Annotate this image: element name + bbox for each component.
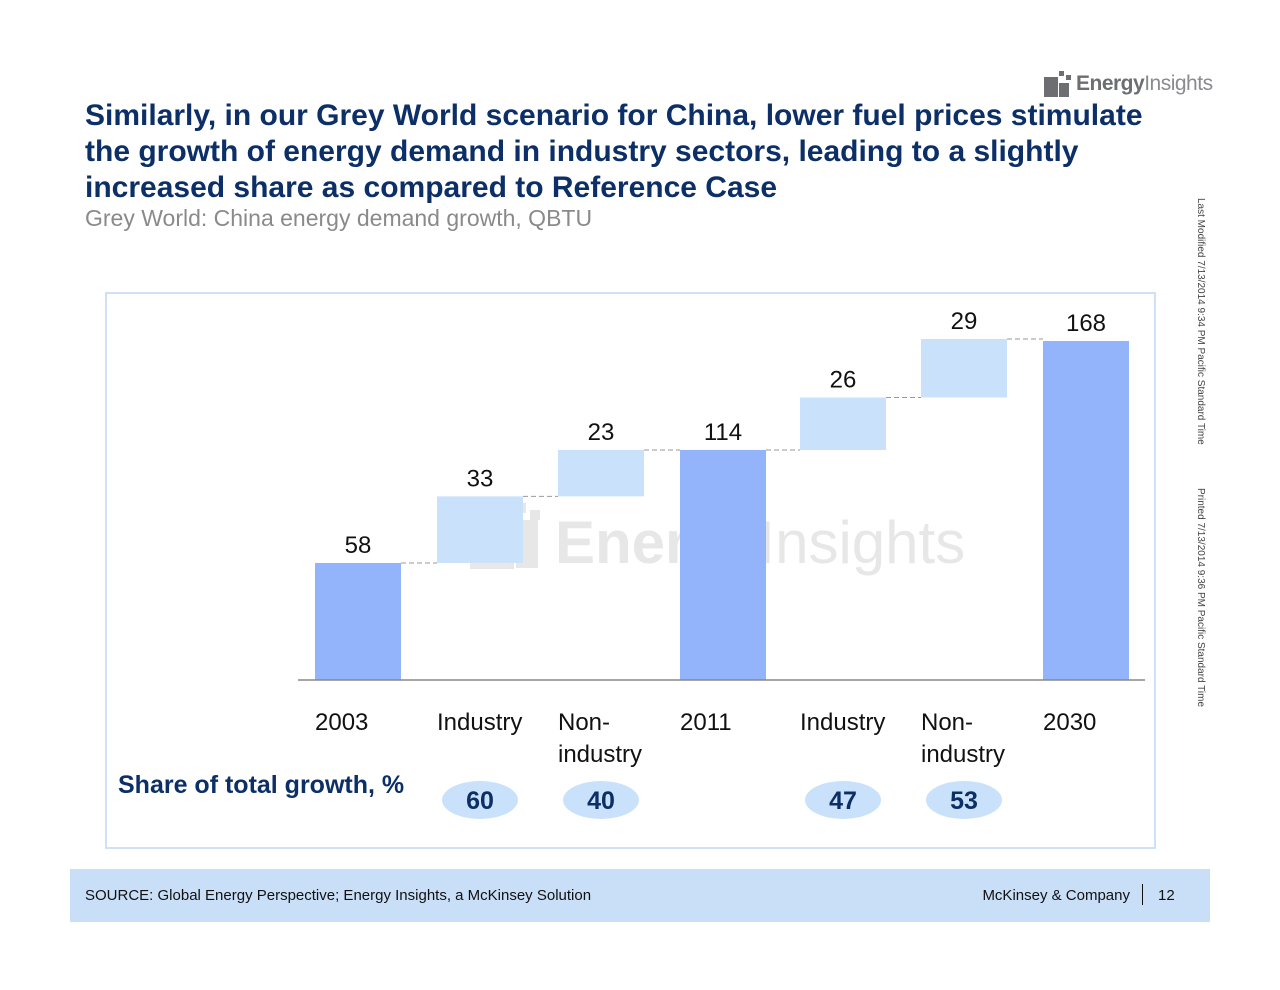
category-label: industry <box>558 741 642 768</box>
page-title: Similarly, in our Grey World scenario fo… <box>85 99 1143 204</box>
total-bar <box>1043 341 1129 680</box>
share-value: 53 <box>950 787 978 815</box>
value-label: 26 <box>830 367 857 394</box>
increment-bar <box>800 397 886 450</box>
value-label: 114 <box>704 419 742 446</box>
share-badge <box>442 781 518 819</box>
company-name: McKinsey & Company <box>982 887 1130 904</box>
total-bar <box>315 562 401 680</box>
share-of-growth-label: Share of total growth, % <box>118 771 405 799</box>
category-label: Non- <box>558 709 610 736</box>
footer-separator <box>1142 884 1143 905</box>
logo-mark-icon <box>1044 71 1072 97</box>
category-label: Industry <box>800 709 885 736</box>
energy-insights-logo: EnergyInsights <box>1044 70 1213 98</box>
value-label: 29 <box>951 308 978 335</box>
share-badge <box>805 781 881 819</box>
value-label: 33 <box>467 465 494 492</box>
category-label: 2011 <box>680 709 732 736</box>
share-badge <box>926 781 1002 819</box>
page-number: 12 <box>1158 887 1175 904</box>
logo-text-bold: Energy <box>1076 72 1145 95</box>
category-label: Non- <box>921 709 973 736</box>
share-badge <box>563 781 639 819</box>
value-label: 23 <box>588 419 615 446</box>
category-label: Industry <box>437 709 522 736</box>
total-bar <box>680 449 766 680</box>
footer-bar: SOURCE: Global Energy Perspective; Energ… <box>70 869 1210 922</box>
share-value: 47 <box>829 787 857 815</box>
chart-frame <box>105 292 1156 849</box>
logo-text-light: Insights <box>1144 72 1213 95</box>
increment-bar <box>558 449 644 497</box>
category-label: industry <box>921 741 1005 768</box>
category-label: 2030 <box>1043 709 1096 736</box>
watermark-mark-icon <box>530 510 540 520</box>
source-note: SOURCE: Global Energy Perspective; Energ… <box>85 887 592 904</box>
increment-bar <box>437 496 523 563</box>
value-label: 58 <box>345 532 372 559</box>
share-value: 40 <box>587 787 615 815</box>
chart-subtitle: Grey World: China energy demand growth, … <box>85 205 593 231</box>
share-value: 60 <box>466 787 494 815</box>
increment-bar <box>921 338 1007 398</box>
category-label: 2003 <box>315 709 368 736</box>
value-label: 168 <box>1066 310 1106 337</box>
